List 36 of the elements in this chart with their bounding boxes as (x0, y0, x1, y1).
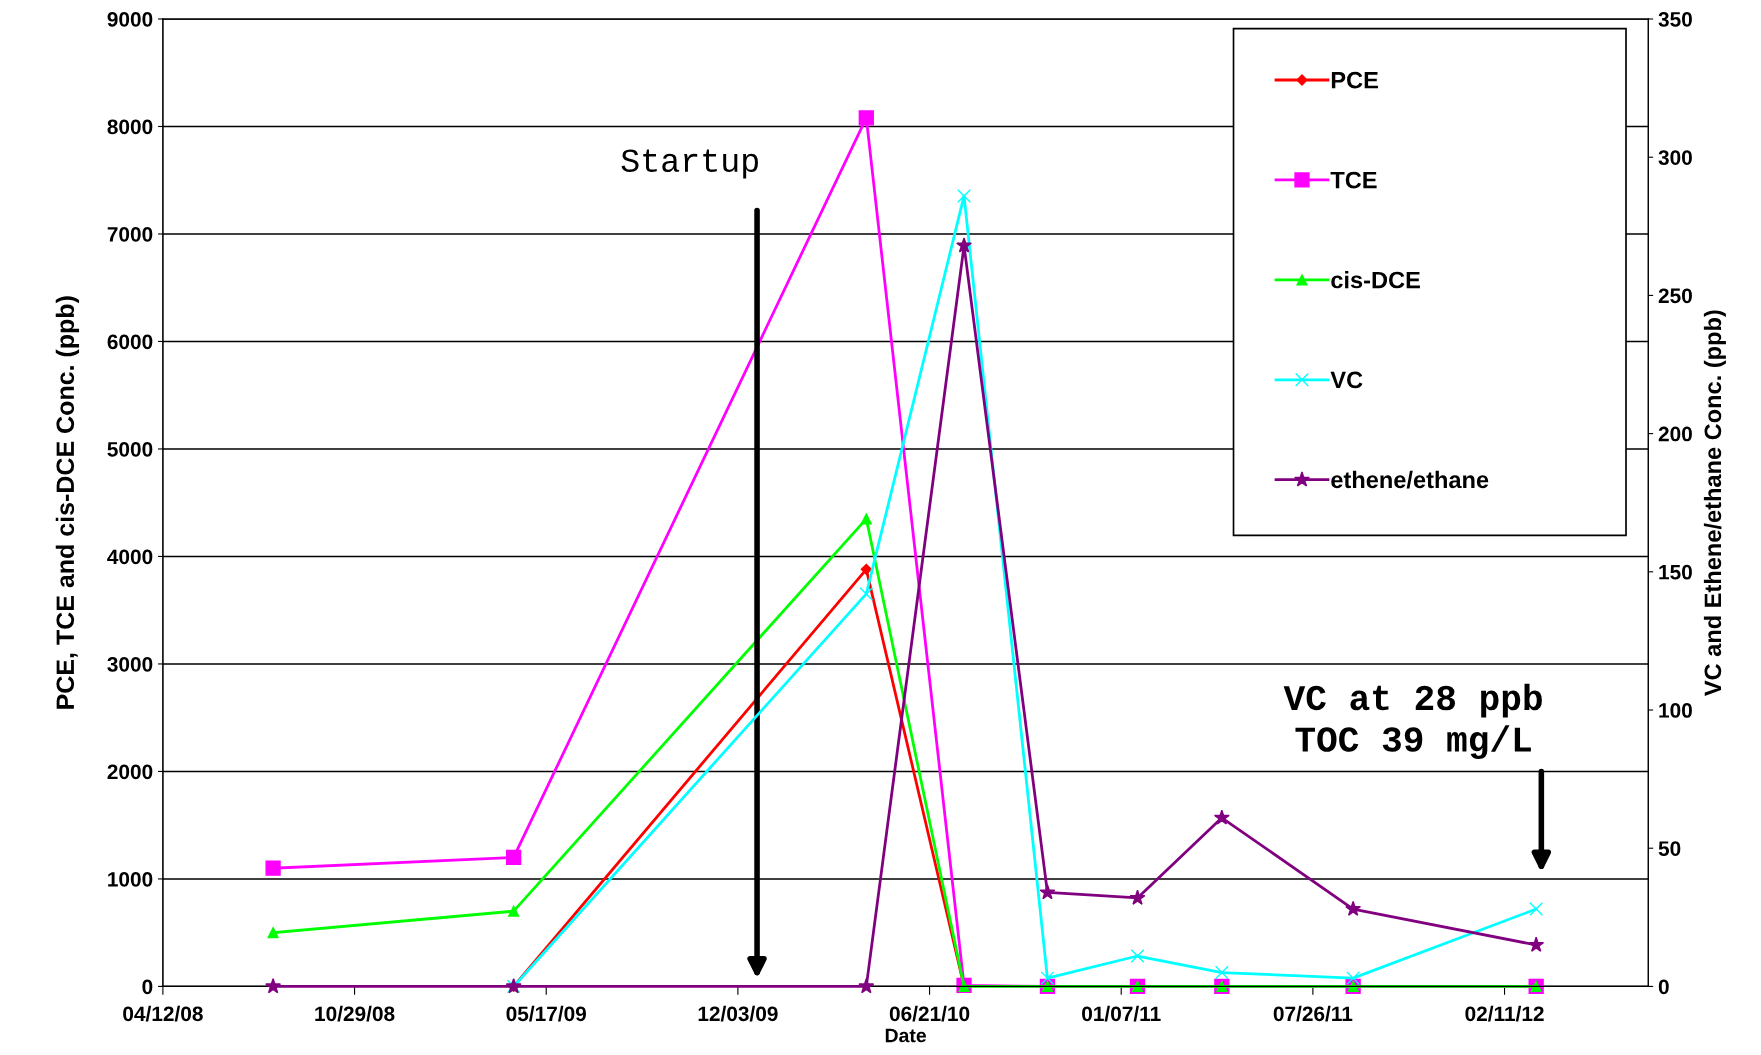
x-tick-label: 07/26/11 (1273, 1005, 1353, 1022)
y-tick-label: 4000 (107, 549, 153, 565)
x-tick-label: 01/07/11 (1082, 1005, 1161, 1022)
y-tick-label: 8000 (107, 119, 153, 135)
y-tick-label: 3000 (107, 656, 153, 672)
y-tick-label: 7000 (107, 226, 153, 242)
legend-label: PCE (1331, 71, 1378, 89)
y-tick-label: 5000 (107, 441, 153, 457)
annotation: Startup (621, 149, 758, 179)
y2-tick-label: 50 (1658, 841, 1681, 856)
y2-tick-label: 100 (1659, 703, 1692, 718)
x-tick-label: 04/12/08 (123, 1005, 203, 1022)
y-tick-label: 9000 (107, 11, 153, 27)
x-tick-label: 05/17/09 (506, 1005, 586, 1022)
legend-label: cis-DCE (1331, 271, 1420, 289)
y2-tick-label: 350 (1658, 11, 1692, 27)
y2-tick-label: 250 (1658, 288, 1692, 304)
y-tick-label: 0 (142, 979, 153, 995)
annotation: VC at 28 ppb TOC 39 mg/L (1283, 683, 1542, 760)
y-tick-label: 2000 (107, 764, 153, 780)
legend-label: ethene/ethane (1331, 470, 1489, 489)
x-tick-label: 06/21/10 (889, 1005, 970, 1022)
x-axis-title: Date (885, 1028, 926, 1043)
y2-axis-title: VC and Ethene/ethane Conc. (ppb) (1703, 310, 1726, 697)
legend-label: VC (1330, 371, 1363, 389)
y2-tick-label: 0 (1658, 979, 1669, 995)
y-axis-title: PCE, TCE and cis-DCE Conc. (ppb) (55, 296, 80, 709)
x-tick-label: 10/29/08 (315, 1005, 395, 1022)
y-tick-label: 6000 (107, 334, 153, 350)
legend-label: TCE (1330, 171, 1377, 189)
x-tick-label: 12/03/09 (698, 1005, 778, 1022)
y2-tick-label: 200 (1658, 426, 1692, 442)
x-tick-label: 02/11/12 (1465, 1005, 1544, 1022)
y2-tick-label: 150 (1659, 564, 1692, 580)
y-tick-label: 1000 (108, 871, 153, 887)
y2-tick-label: 300 (1658, 150, 1692, 165)
